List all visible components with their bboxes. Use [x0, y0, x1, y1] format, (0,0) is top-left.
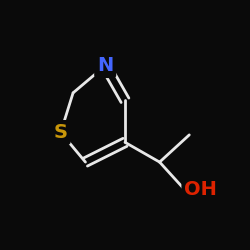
Text: OH: OH — [184, 180, 217, 199]
Text: S: S — [54, 123, 68, 142]
Text: N: N — [97, 56, 113, 75]
